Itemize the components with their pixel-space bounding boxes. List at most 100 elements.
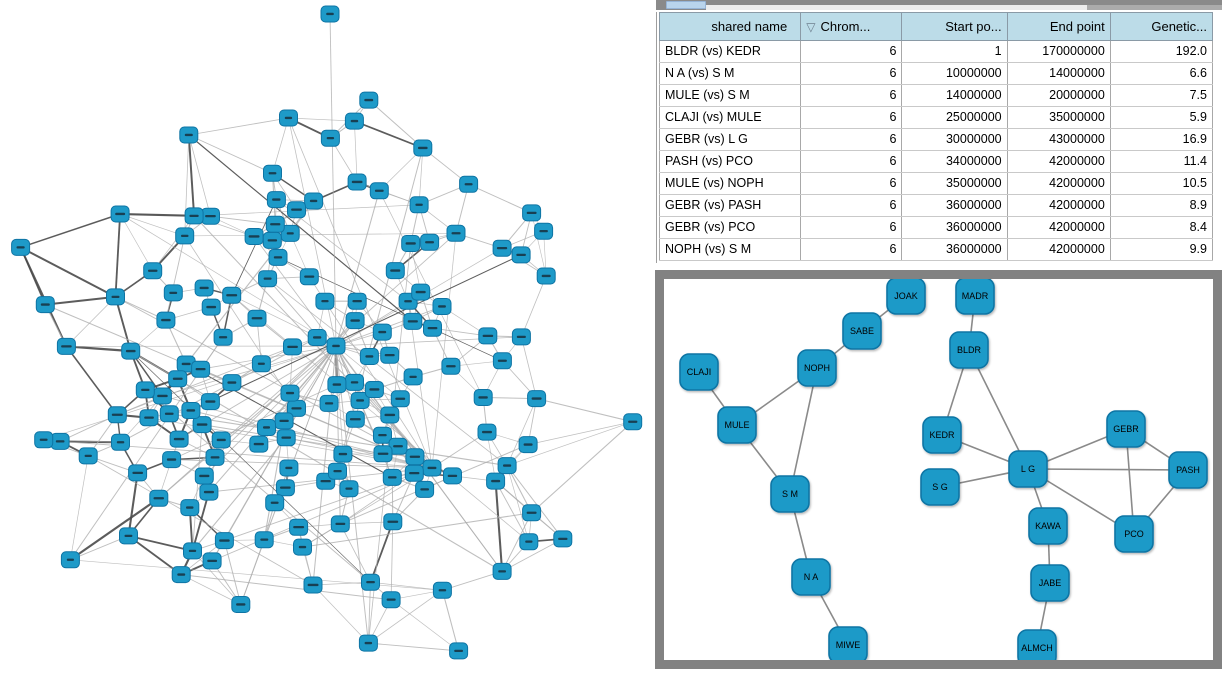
overview-node[interactable] bbox=[346, 411, 364, 427]
cell-value[interactable]: 6 bbox=[801, 129, 902, 151]
overview-node[interactable] bbox=[277, 430, 295, 446]
overview-node[interactable] bbox=[255, 532, 273, 548]
cell-value[interactable]: 36000000 bbox=[902, 217, 1007, 239]
overview-node[interactable] bbox=[498, 458, 516, 474]
overview-node[interactable] bbox=[374, 446, 392, 462]
cell-value[interactable]: 170000000 bbox=[1007, 41, 1110, 63]
cell-shared-name[interactable]: GEBR (vs) PASH bbox=[660, 195, 801, 217]
overview-node[interactable] bbox=[35, 432, 53, 448]
overview-node[interactable] bbox=[300, 269, 318, 285]
overview-node[interactable] bbox=[263, 232, 281, 248]
overview-node[interactable] bbox=[321, 6, 339, 22]
overview-node[interactable] bbox=[424, 320, 442, 336]
overview-node[interactable] bbox=[248, 310, 266, 326]
overview-node[interactable] bbox=[535, 223, 553, 239]
cell-value[interactable]: 35000000 bbox=[1007, 107, 1110, 129]
overview-node[interactable] bbox=[348, 293, 366, 309]
overview-node[interactable] bbox=[281, 385, 299, 401]
overview-node[interactable] bbox=[406, 449, 424, 465]
overview-node[interactable] bbox=[348, 174, 366, 190]
detail-node-NOPH[interactable]: NOPH bbox=[798, 350, 836, 386]
cell-value[interactable]: 6 bbox=[801, 41, 902, 63]
detail-node-KEDR[interactable]: KEDR bbox=[923, 417, 961, 453]
overview-node[interactable] bbox=[157, 312, 175, 328]
overview-node[interactable] bbox=[410, 197, 428, 213]
detail-node-SABE[interactable]: SABE bbox=[843, 313, 881, 349]
overview-node[interactable] bbox=[359, 635, 377, 651]
overview-node[interactable] bbox=[537, 268, 555, 284]
overview-node[interactable] bbox=[346, 374, 364, 390]
cell-value[interactable]: 5.9 bbox=[1110, 107, 1212, 129]
cell-value[interactable]: 11.4 bbox=[1110, 151, 1212, 173]
cell-value[interactable]: 6 bbox=[801, 151, 902, 173]
overview-node[interactable] bbox=[276, 480, 294, 496]
cell-value[interactable]: 34000000 bbox=[902, 151, 1007, 173]
overview-node[interactable] bbox=[528, 391, 546, 407]
overview-node[interactable] bbox=[405, 465, 423, 481]
detail-node-LG[interactable]: L G bbox=[1009, 451, 1047, 487]
cell-value[interactable]: 20000000 bbox=[1007, 85, 1110, 107]
overview-node[interactable] bbox=[316, 293, 334, 309]
overview-node[interactable] bbox=[12, 239, 30, 255]
cell-value[interactable]: 42000000 bbox=[1007, 195, 1110, 217]
overview-node[interactable] bbox=[232, 597, 250, 613]
overview-node[interactable] bbox=[294, 539, 312, 555]
overview-node[interactable] bbox=[252, 356, 270, 372]
overview-node[interactable] bbox=[331, 516, 349, 532]
overview-node[interactable] bbox=[416, 481, 434, 497]
overview-network-panel[interactable] bbox=[0, 0, 653, 669]
cell-shared-name[interactable]: N A (vs) S M bbox=[660, 63, 801, 85]
overview-node[interactable] bbox=[184, 543, 202, 559]
overview-node[interactable] bbox=[269, 249, 287, 265]
overview-node[interactable] bbox=[327, 338, 345, 354]
detail-edge-NOPH-SM[interactable] bbox=[790, 368, 817, 494]
cell-value[interactable]: 6 bbox=[801, 63, 902, 85]
detail-node-KAWA[interactable]: KAWA bbox=[1029, 508, 1067, 544]
overview-node[interactable] bbox=[523, 505, 541, 521]
cell-value[interactable]: 36000000 bbox=[902, 195, 1007, 217]
overview-node[interactable] bbox=[360, 349, 378, 365]
overview-node[interactable] bbox=[185, 208, 203, 224]
overview-node[interactable] bbox=[201, 394, 219, 410]
overview-node[interactable] bbox=[520, 534, 538, 550]
cell-value[interactable]: 10000000 bbox=[902, 63, 1007, 85]
overview-node[interactable] bbox=[360, 92, 378, 108]
overview-node[interactable] bbox=[386, 263, 404, 279]
overview-node[interactable] bbox=[202, 208, 220, 224]
detail-node-MULE[interactable]: MULE bbox=[718, 407, 756, 443]
detail-node-MIWE[interactable]: MIWE bbox=[829, 627, 867, 660]
overview-node[interactable] bbox=[624, 414, 642, 430]
overview-node[interactable] bbox=[206, 449, 224, 465]
detail-node-JABE[interactable]: JABE bbox=[1031, 565, 1069, 601]
detail-node-PCO[interactable]: PCO bbox=[1115, 516, 1153, 552]
cell-value[interactable]: 42000000 bbox=[1007, 217, 1110, 239]
overview-node[interactable] bbox=[308, 330, 326, 346]
overview-node[interactable] bbox=[523, 205, 541, 221]
cell-value[interactable]: 6.6 bbox=[1110, 63, 1212, 85]
overview-node[interactable] bbox=[36, 297, 54, 313]
overview-node[interactable] bbox=[192, 361, 210, 377]
overview-node[interactable] bbox=[79, 448, 97, 464]
cell-value[interactable]: 6 bbox=[801, 217, 902, 239]
overview-node[interactable] bbox=[474, 390, 492, 406]
overview-node[interactable] bbox=[284, 339, 302, 355]
overview-node[interactable] bbox=[169, 371, 187, 387]
overview-node[interactable] bbox=[328, 377, 346, 393]
overview-node[interactable] bbox=[487, 473, 505, 489]
overview-node[interactable] bbox=[203, 553, 221, 569]
overview-node[interactable] bbox=[120, 528, 138, 544]
overview-node[interactable] bbox=[280, 460, 298, 476]
overview-node[interactable] bbox=[412, 284, 430, 300]
overview-node[interactable] bbox=[200, 484, 218, 500]
overview-node[interactable] bbox=[404, 313, 422, 329]
overview-node[interactable] bbox=[383, 469, 401, 485]
cell-value[interactable]: 10.5 bbox=[1110, 173, 1212, 195]
detail-node-ALMCH[interactable]: ALMCH bbox=[1018, 630, 1056, 660]
overview-node[interactable] bbox=[164, 285, 182, 301]
